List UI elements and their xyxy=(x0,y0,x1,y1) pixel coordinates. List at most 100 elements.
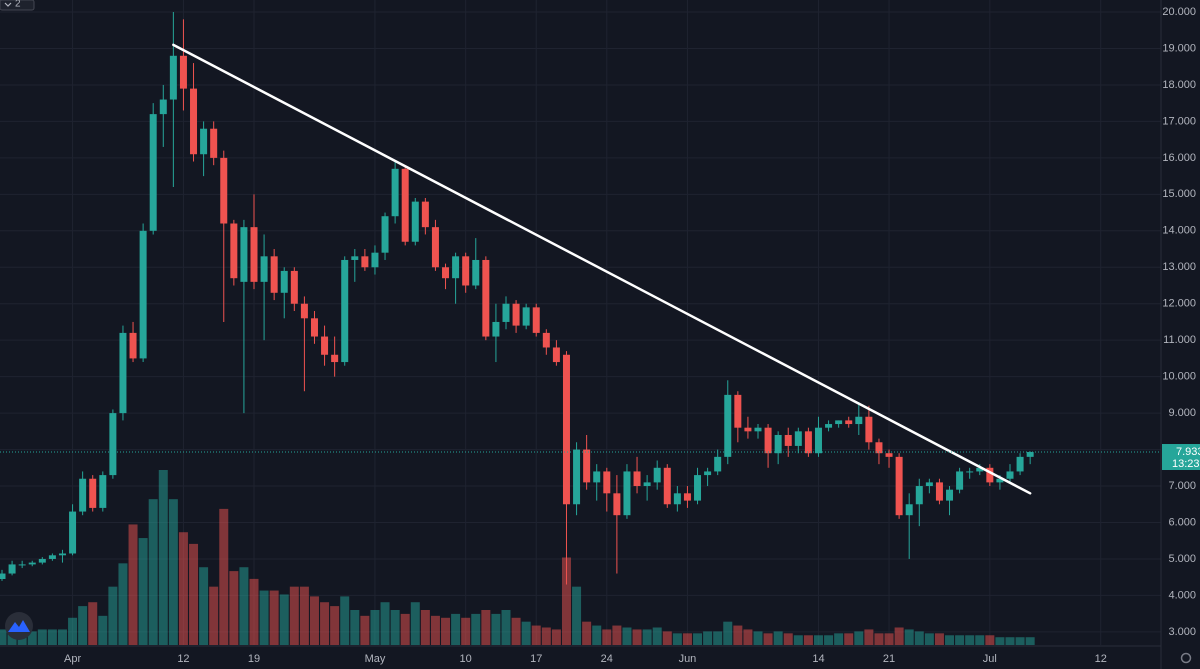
volume-bar xyxy=(662,631,672,645)
volume-bar xyxy=(108,586,118,645)
last-price-label: 7.933 xyxy=(1176,446,1200,458)
x-tick-label: 14 xyxy=(812,653,824,665)
candle-body xyxy=(613,493,621,516)
candle-body xyxy=(411,201,419,242)
candle-body xyxy=(280,270,288,293)
candle-body xyxy=(552,347,560,363)
volume-bar xyxy=(360,615,370,645)
volume-bar xyxy=(803,635,813,645)
volume-bar xyxy=(189,543,199,645)
volume-bar xyxy=(269,590,279,645)
volume-bar xyxy=(985,635,995,645)
volume-bar xyxy=(229,571,239,645)
candle-body xyxy=(885,453,893,457)
candle-body xyxy=(976,467,984,472)
candle-body xyxy=(109,413,117,476)
volume-bar xyxy=(0,629,7,645)
volume-bar xyxy=(430,615,440,645)
y-tick-label: 17.000 xyxy=(1162,115,1196,127)
candle-body xyxy=(69,511,77,554)
interval-box[interactable] xyxy=(0,0,35,11)
gear[interactable] xyxy=(1180,652,1192,664)
y-tick-label: 4.000 xyxy=(1168,589,1196,601)
candle-body xyxy=(835,420,843,425)
y-tick-label: 12.000 xyxy=(1162,298,1196,310)
last-price-box xyxy=(1162,444,1200,471)
volume-bar xyxy=(965,635,975,645)
candle-body xyxy=(452,256,460,279)
volume-bar xyxy=(854,631,864,645)
candle-body xyxy=(119,332,127,414)
volume-bar xyxy=(128,524,138,645)
volume-bar xyxy=(693,633,703,645)
x-tick-label: Jun xyxy=(679,653,697,665)
candle-body xyxy=(814,427,822,454)
candle-body xyxy=(653,467,661,483)
volume-bar xyxy=(380,602,390,645)
interval-button[interactable]: 2 xyxy=(0,0,35,11)
candle-body xyxy=(794,431,802,446)
volume-bar xyxy=(178,532,188,645)
x-tick-label: 21 xyxy=(883,653,895,665)
logo xyxy=(5,612,33,640)
candle-body xyxy=(89,478,97,508)
volume-bar xyxy=(763,633,773,645)
candle-body xyxy=(149,114,157,231)
candle-body xyxy=(492,321,500,337)
candle-body xyxy=(1026,452,1034,457)
candle-body xyxy=(633,471,641,487)
candle-body xyxy=(855,416,863,425)
candle-body xyxy=(825,424,833,428)
candle-body xyxy=(442,267,450,279)
candle-body xyxy=(946,489,954,501)
settings-icon[interactable] xyxy=(1180,652,1192,664)
volume-bar xyxy=(924,633,934,645)
overlay-layer xyxy=(0,43,1161,495)
volume-bar xyxy=(753,631,763,645)
candle-body xyxy=(139,230,147,359)
volume-bar xyxy=(1005,637,1015,645)
volume-layer xyxy=(0,470,1035,645)
volume-bar xyxy=(481,610,491,645)
candle-body xyxy=(8,564,16,574)
candle-body xyxy=(260,256,268,282)
candle-body xyxy=(220,157,228,224)
volume-bar xyxy=(138,538,148,645)
candle-body xyxy=(331,354,339,363)
candle-body xyxy=(210,128,218,158)
volume-bar xyxy=(914,631,924,645)
volume-bar xyxy=(955,635,965,645)
volume-bar xyxy=(773,631,783,645)
candle-body xyxy=(542,332,550,348)
volume-bar xyxy=(884,633,894,645)
candle-body xyxy=(996,478,1004,483)
x-tick-label: 12 xyxy=(177,653,189,665)
volume-bar xyxy=(521,621,531,645)
volume-bar xyxy=(813,635,823,645)
volume-bar xyxy=(320,602,330,645)
candle-body xyxy=(321,336,329,355)
x-tick-label: Jul xyxy=(983,653,997,665)
volume-bar xyxy=(239,567,249,645)
candle-body xyxy=(38,558,46,563)
candle-body xyxy=(714,456,722,472)
volume-bar xyxy=(88,602,98,645)
candle-body xyxy=(683,493,691,501)
countdown-label: 13:23: xyxy=(1172,458,1200,470)
candle-body xyxy=(240,227,248,282)
candle-body xyxy=(774,434,782,454)
candle-body xyxy=(250,227,258,282)
candle-body xyxy=(704,471,712,476)
candle-body xyxy=(502,303,510,322)
volume-bar xyxy=(471,613,481,645)
y-tick-label: 18.000 xyxy=(1162,79,1196,91)
volume-bar xyxy=(672,633,682,645)
volume-bar xyxy=(491,613,501,645)
volume-bar xyxy=(834,633,844,645)
volume-bar xyxy=(864,629,874,645)
candle-body xyxy=(663,467,671,505)
x-tick-label: Apr xyxy=(64,653,81,665)
candle-body xyxy=(804,431,812,454)
volume-bar xyxy=(874,633,884,645)
